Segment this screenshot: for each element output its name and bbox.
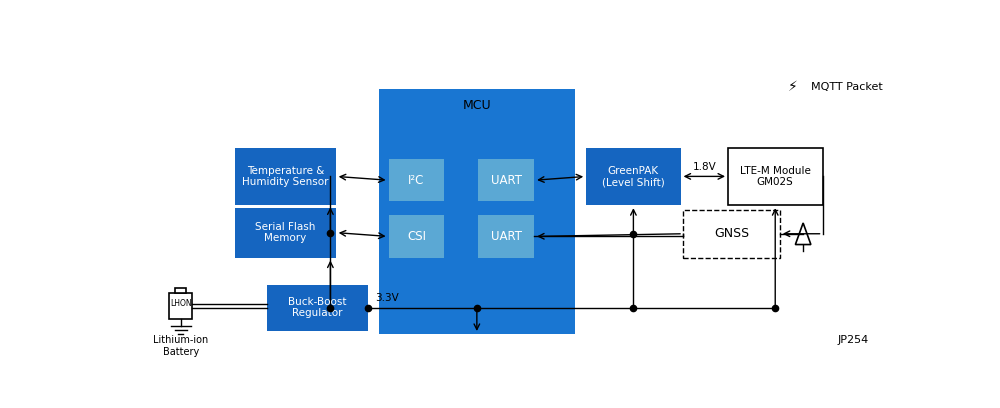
Text: GNSS: GNSS <box>714 227 749 240</box>
Bar <box>683 210 780 257</box>
Text: 1.8V: 1.8V <box>692 162 716 172</box>
Bar <box>388 215 444 257</box>
Bar <box>175 288 186 293</box>
Text: LTE-M Module
GM02S: LTE-M Module GM02S <box>740 166 811 187</box>
Text: MQTT Packet: MQTT Packet <box>811 82 883 93</box>
Bar <box>235 208 336 257</box>
Bar <box>728 148 822 205</box>
Text: JP254: JP254 <box>838 335 869 345</box>
Text: MCU: MCU <box>463 100 491 113</box>
Bar <box>379 89 574 334</box>
Text: LHON: LHON <box>170 299 192 308</box>
Text: GreenPAK
(Level Shift): GreenPAK (Level Shift) <box>602 166 665 187</box>
Text: Lithium-ion
Battery: Lithium-ion Battery <box>153 335 208 357</box>
Text: I²C: I²C <box>408 174 425 187</box>
Bar <box>388 159 444 202</box>
Text: UART: UART <box>491 230 522 243</box>
Bar <box>169 293 192 319</box>
Bar <box>478 159 534 202</box>
Bar <box>267 285 368 331</box>
Bar <box>586 148 681 205</box>
Bar <box>235 148 336 205</box>
Text: Temperature &
Humidity Sensor: Temperature & Humidity Sensor <box>242 166 329 187</box>
Text: UART: UART <box>491 174 522 187</box>
Text: 3.3V: 3.3V <box>375 293 399 304</box>
Text: ⚡: ⚡ <box>788 80 798 95</box>
Text: Serial Flash
Memory: Serial Flash Memory <box>255 222 316 244</box>
Text: CSI: CSI <box>407 230 426 243</box>
Text: Buck-Boost
Regulator: Buck-Boost Regulator <box>288 297 346 319</box>
Bar <box>478 215 534 257</box>
